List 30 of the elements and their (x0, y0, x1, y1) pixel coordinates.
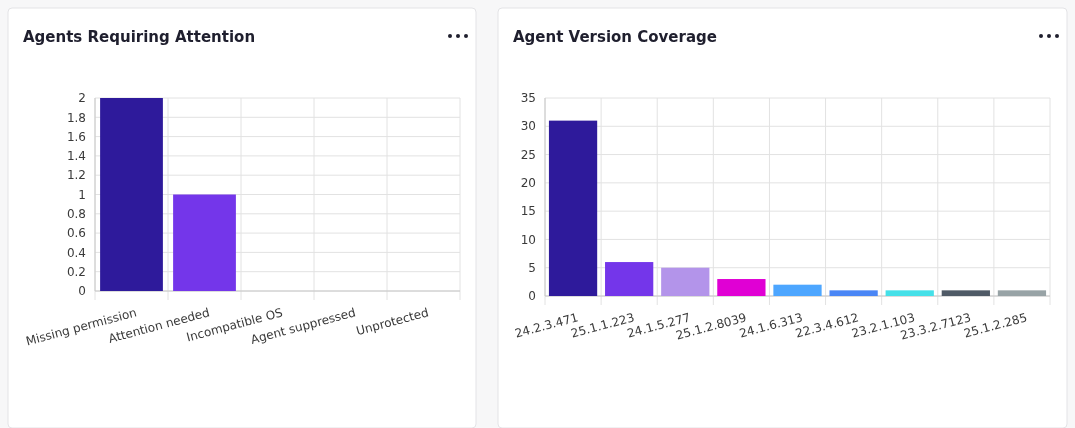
y-tick-label: 0.6 (66, 226, 86, 241)
y-tick-label: 1.4 (66, 149, 86, 164)
y-tick-label: 30 (520, 119, 536, 134)
y-tick-label: 0.2 (66, 264, 86, 279)
chart-title: Agent Version Coverage (513, 28, 717, 46)
y-tick-label: 1.8 (66, 110, 86, 125)
y-tick-label: 20 (520, 176, 536, 191)
y-tick-label: 5 (528, 260, 536, 275)
y-tick-label: 1 (78, 187, 86, 202)
bar (829, 290, 878, 296)
y-tick-label: 1.6 (66, 129, 86, 144)
bar (548, 120, 598, 296)
y-tick-label: 0 (78, 284, 86, 299)
y-tick-label: 1.2 (66, 168, 86, 183)
y-tick-label: 25 (520, 147, 536, 162)
y-tick-label: 2 (78, 91, 86, 106)
bar (661, 267, 710, 296)
y-tick-label: 10 (520, 232, 536, 247)
chart-title: Agents Requiring Attention (23, 28, 256, 46)
bar (941, 290, 990, 296)
y-tick-label: 0.8 (66, 207, 86, 221)
y-tick-label: 15 (520, 204, 536, 219)
y-tick-label: 0 (528, 289, 536, 304)
bar (605, 262, 654, 296)
y-tick-label: 35 (520, 91, 536, 106)
bar (885, 290, 934, 296)
bar (997, 290, 1047, 296)
bar (773, 284, 822, 296)
bar (717, 279, 766, 296)
y-tick-label: 0.4 (66, 245, 86, 260)
